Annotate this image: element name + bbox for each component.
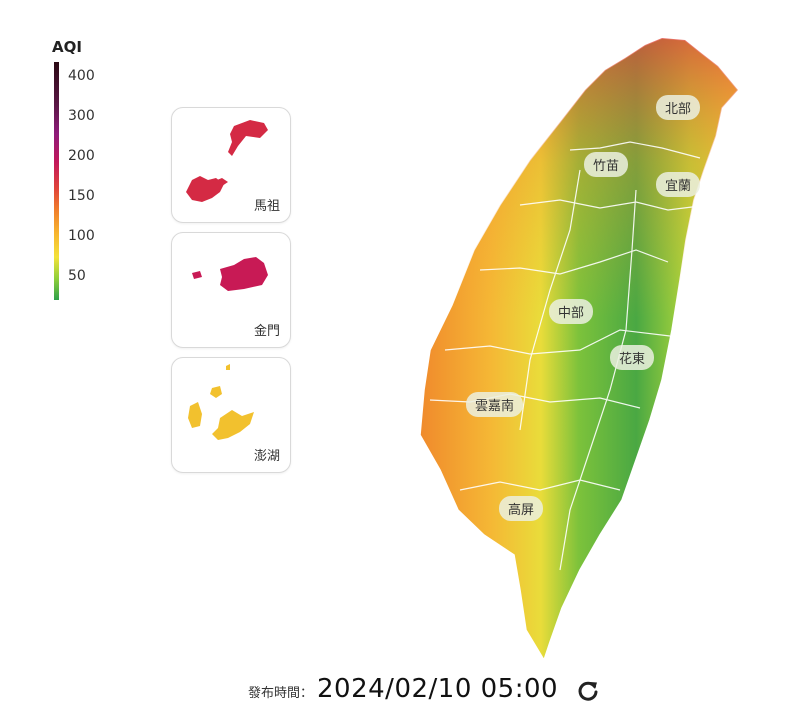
inset-label-matsu: 馬祖 — [253, 199, 280, 214]
legend-tick-200: 200 — [68, 148, 95, 164]
refresh-icon[interactable] — [576, 679, 600, 703]
legend-tick-100: 100 — [68, 228, 95, 244]
region-label-kaohsiung-pingtung[interactable]: 高屏 — [499, 496, 544, 521]
region-label-central[interactable]: 中部 — [549, 299, 594, 324]
legend-tick-300: 300 — [68, 108, 95, 124]
legend-color-bar — [54, 62, 59, 300]
inset-kinmen[interactable]: 金門 — [171, 232, 291, 348]
inset-label-kinmen: 金門 — [253, 324, 280, 339]
taiwan-aqi-map[interactable] — [400, 30, 760, 670]
publish-info: 發布時間： 2024/02/10 05:00 — [248, 674, 558, 704]
region-label-hsinchu-miaoli[interactable]: 竹苗 — [584, 152, 629, 177]
inset-label-penghu: 澎湖 — [253, 449, 280, 464]
publish-time-value: 2024/02/10 05:00 — [317, 674, 559, 704]
matsu-islands-shape — [186, 120, 268, 202]
legend-tick-50: 50 — [68, 268, 86, 284]
penghu-islands-shape — [188, 364, 254, 440]
region-label-yilan[interactable]: 宜蘭 — [656, 172, 701, 197]
publish-time-label: 發布時間： — [248, 686, 314, 701]
inset-matsu[interactable]: 馬祖 — [171, 107, 291, 223]
region-label-yunlin-chiayi-tainan[interactable]: 雲嘉南 — [466, 392, 524, 417]
legend-tick-400: 400 — [68, 68, 95, 84]
legend-tick-150: 150 — [68, 188, 95, 204]
region-label-north[interactable]: 北部 — [656, 95, 701, 120]
region-label-hualien-taitung[interactable]: 花東 — [610, 345, 655, 370]
legend-title: AQI — [52, 38, 82, 56]
kinmen-islands-shape — [192, 257, 268, 291]
inset-penghu[interactable]: 澎湖 — [171, 357, 291, 473]
aqi-legend: AQI 400 300 200 150 100 50 — [40, 38, 150, 308]
